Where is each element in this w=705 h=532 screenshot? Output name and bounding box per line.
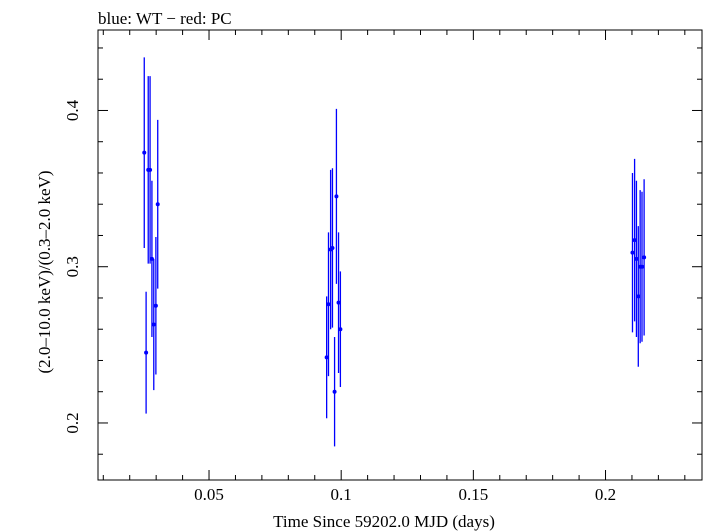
- data-point: [334, 108, 339, 284]
- data-point: [632, 158, 637, 322]
- y-tick-label: 0.3: [63, 256, 82, 277]
- point-marker: [326, 302, 331, 307]
- point-marker: [149, 256, 154, 261]
- point-marker: [632, 238, 637, 243]
- x-tick-label: 0.15: [458, 485, 488, 504]
- point-marker: [151, 322, 156, 327]
- data-point: [155, 119, 160, 289]
- point-marker: [144, 350, 149, 355]
- data-point: [153, 237, 158, 375]
- data-point: [148, 76, 153, 264]
- x-tick-label: 0.05: [194, 485, 224, 504]
- data-point: [338, 271, 343, 388]
- point-marker: [634, 256, 639, 261]
- data-point: [642, 179, 647, 336]
- data-point: [149, 180, 154, 338]
- point-marker: [338, 327, 343, 332]
- data-point: [151, 258, 156, 391]
- point-marker: [639, 264, 644, 269]
- point-marker: [142, 150, 147, 155]
- data-point: [634, 180, 639, 338]
- point-marker: [155, 202, 160, 207]
- data-point: [332, 337, 337, 447]
- x-axis-label: Time Since 59202.0 MJD (days): [273, 512, 495, 531]
- data-point: [630, 172, 635, 333]
- data-point: [324, 296, 329, 419]
- y-axis-label: (2.0–10.0 keV)/(0.3–2.0 keV): [35, 170, 54, 373]
- point-marker: [336, 300, 341, 305]
- point-marker: [334, 194, 339, 199]
- data-point: [636, 226, 641, 367]
- data-points: [142, 57, 647, 447]
- point-marker: [636, 294, 641, 299]
- point-marker: [332, 389, 337, 394]
- axis-ticks: 0.05 0.1 0.15 0.2 0.2 0.3 0.4: [63, 30, 702, 504]
- data-point: [639, 191, 644, 342]
- point-marker: [153, 303, 158, 308]
- plot-frame: [97, 29, 703, 481]
- data-point: [336, 232, 341, 373]
- point-marker: [630, 250, 635, 255]
- data-point: [142, 57, 147, 248]
- chart-title: blue: WT − red: PC: [98, 9, 232, 28]
- x-tick-label: 0.1: [331, 485, 352, 504]
- x-tick-label: 0.2: [595, 485, 616, 504]
- point-marker: [324, 355, 329, 360]
- data-point: [330, 168, 335, 328]
- point-marker: [330, 245, 335, 250]
- y-tick-label: 0.4: [63, 99, 82, 121]
- data-point: [144, 291, 149, 414]
- y-tick-label: 0.2: [63, 412, 82, 433]
- point-marker: [148, 167, 153, 172]
- point-marker: [642, 255, 647, 260]
- data-point: [326, 232, 331, 377]
